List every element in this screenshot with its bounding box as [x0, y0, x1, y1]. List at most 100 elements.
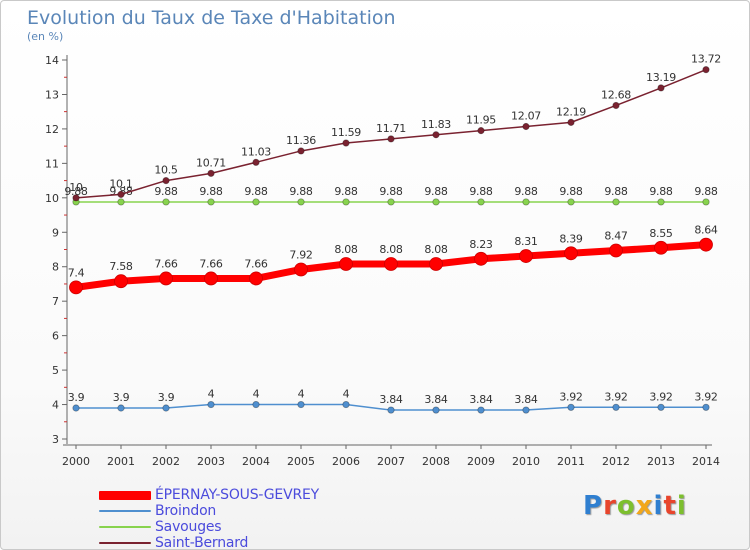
data-label-broindon-2002: 3.9 [158, 391, 175, 404]
data-label-broindon-2001: 3.9 [113, 391, 130, 404]
data-label-savouges-2012: 9.88 [604, 185, 628, 198]
chart-title: Evolution du Taux de Taxe d'Habitation [27, 7, 396, 29]
y-tick-label-6: 6 [52, 330, 59, 343]
data-point-saint-bernard-2001 [117, 190, 125, 198]
data-point-savouges-2003 [207, 198, 215, 206]
data-point-savouges-2014 [702, 198, 710, 206]
logo-letter: i [676, 491, 687, 521]
data-point-pernay-sous-gevrey-2004 [249, 271, 263, 286]
data-label-broindon-2009: 3.84 [469, 393, 493, 406]
data-point-pernay-sous-gevrey-2007 [384, 257, 398, 271]
data-label-pernay-sous-gevrey-2004: 7.66 [244, 257, 268, 270]
data-point-saint-bernard-2005 [297, 147, 305, 155]
data-point-pernay-sous-gevrey-2012 [609, 243, 623, 258]
data-point-pernay-sous-gevrey-2001 [114, 274, 128, 289]
data-label-saint-bernard-2005: 11.36 [286, 134, 316, 147]
data-label-saint-bernard-2009: 11.95 [466, 114, 496, 127]
data-point-saint-bernard-2013 [657, 84, 665, 92]
legend-swatch-broindon [99, 510, 151, 512]
data-point-saint-bernard-2007 [387, 135, 395, 143]
x-tick-label-2008: 2008 [422, 455, 450, 468]
x-tick-label-2007: 2007 [377, 455, 405, 468]
data-point-pernay-sous-gevrey-2000 [69, 280, 83, 295]
data-point-broindon-2006 [342, 400, 350, 409]
data-label-broindon-2012: 3.92 [604, 390, 627, 403]
legend-label-saint-bernard: Saint-Bernard [155, 535, 249, 550]
data-label-broindon-2013: 3.92 [649, 390, 672, 403]
data-point-broindon-2012 [612, 403, 620, 411]
data-label-saint-bernard-2003: 10.71 [196, 156, 226, 169]
legend-swatch-savouges [99, 526, 151, 528]
logo-letter: t [663, 491, 677, 521]
data-label-saint-bernard-2010: 12.07 [511, 109, 541, 122]
y-tick-label-4: 4 [52, 399, 59, 412]
data-point-pernay-sous-gevrey-2009 [474, 251, 488, 266]
data-label-pernay-sous-gevrey-2005: 7.92 [289, 248, 312, 261]
data-label-pernay-sous-gevrey-2009: 8.23 [469, 238, 493, 251]
chart-legend: ÉPERNAY-SOUS-GEVREY Broindon Savouges Saint… [99, 487, 379, 550]
data-point-pernay-sous-gevrey-2003 [204, 271, 218, 286]
data-label-broindon-2008: 3.84 [424, 393, 448, 406]
data-label-pernay-sous-gevrey-2007: 8.08 [379, 243, 403, 256]
data-point-savouges-2006 [342, 198, 350, 206]
data-label-pernay-sous-gevrey-2013: 8.55 [649, 227, 673, 240]
data-label-broindon-2000: 3.9 [68, 391, 85, 404]
proxiti-logo: Proxiti [583, 491, 687, 521]
data-point-saint-bernard-2014 [702, 66, 710, 74]
data-label-pernay-sous-gevrey-2006: 8.08 [334, 243, 358, 256]
data-label-broindon-2004: 4 [253, 388, 260, 401]
data-point-broindon-2002 [162, 404, 170, 412]
data-label-saint-bernard-2011: 12.19 [556, 105, 586, 118]
logo-letter: r [603, 491, 617, 521]
data-point-saint-bernard-2012 [612, 101, 620, 110]
data-label-broindon-2010: 3.84 [514, 393, 538, 406]
data-label-broindon-2007: 3.84 [379, 393, 403, 406]
data-point-savouges-2007 [387, 198, 395, 206]
data-point-savouges-2011 [567, 198, 575, 206]
legend-label-pernay-sous-gevrey: ÉPERNAY-SOUS-GEVREY [155, 487, 319, 503]
data-point-broindon-2010 [522, 406, 530, 414]
x-tick-label-2014: 2014 [692, 455, 720, 468]
data-point-broindon-2011 [567, 403, 575, 411]
y-tick-label-9: 9 [52, 226, 59, 239]
y-tick-label-10: 10 [45, 192, 59, 205]
data-point-saint-bernard-2003 [207, 169, 215, 177]
data-label-saint-bernard-2007: 11.71 [376, 122, 406, 135]
data-point-saint-bernard-2009 [477, 127, 485, 135]
legend-label-broindon: Broindon [155, 503, 217, 519]
data-label-saint-bernard-2013: 13.19 [646, 71, 676, 84]
legend-swatch-saint-bernard [99, 542, 151, 544]
data-point-savouges-2010 [522, 198, 530, 206]
data-label-pernay-sous-gevrey-2011: 8.39 [559, 232, 583, 245]
data-label-saint-bernard-2008: 11.83 [421, 118, 451, 131]
legend-swatch-pernay-sous-gevrey [99, 490, 151, 500]
legend-item-pernay-sous-gevrey: ÉPERNAY-SOUS-GEVREY [99, 487, 379, 503]
data-label-savouges-2004: 9.88 [244, 185, 268, 198]
y-tick-label-11: 11 [45, 157, 59, 170]
y-tick-label-7: 7 [52, 295, 59, 308]
x-tick-label-2002: 2002 [152, 455, 180, 468]
data-point-broindon-2001 [117, 404, 125, 412]
data-point-broindon-2009 [477, 406, 485, 414]
legend-item-savouges: Savouges [99, 519, 379, 535]
data-label-broindon-2011: 3.92 [559, 390, 582, 403]
data-point-broindon-2000 [72, 404, 80, 412]
data-point-savouges-2012 [612, 198, 620, 206]
x-tick-label-2003: 2003 [197, 455, 225, 468]
data-point-savouges-2005 [297, 198, 305, 206]
x-tick-label-2009: 2009 [467, 455, 495, 468]
y-tick-label-13: 13 [45, 88, 59, 101]
data-point-saint-bernard-2006 [342, 139, 350, 147]
x-tick-label-2004: 2004 [242, 455, 270, 468]
data-label-pernay-sous-gevrey-2003: 7.66 [199, 257, 223, 270]
data-label-saint-bernard-2001: 10.1 [109, 177, 132, 190]
data-label-broindon-2014: 3.92 [694, 390, 717, 403]
data-point-pernay-sous-gevrey-2005 [294, 262, 308, 277]
data-label-savouges-2006: 9.88 [334, 185, 358, 198]
data-label-pernay-sous-gevrey-2012: 8.47 [604, 230, 628, 243]
y-tick-label-8: 8 [52, 261, 59, 274]
data-label-savouges-2009: 9.88 [469, 185, 493, 198]
data-point-broindon-2014 [702, 403, 710, 411]
